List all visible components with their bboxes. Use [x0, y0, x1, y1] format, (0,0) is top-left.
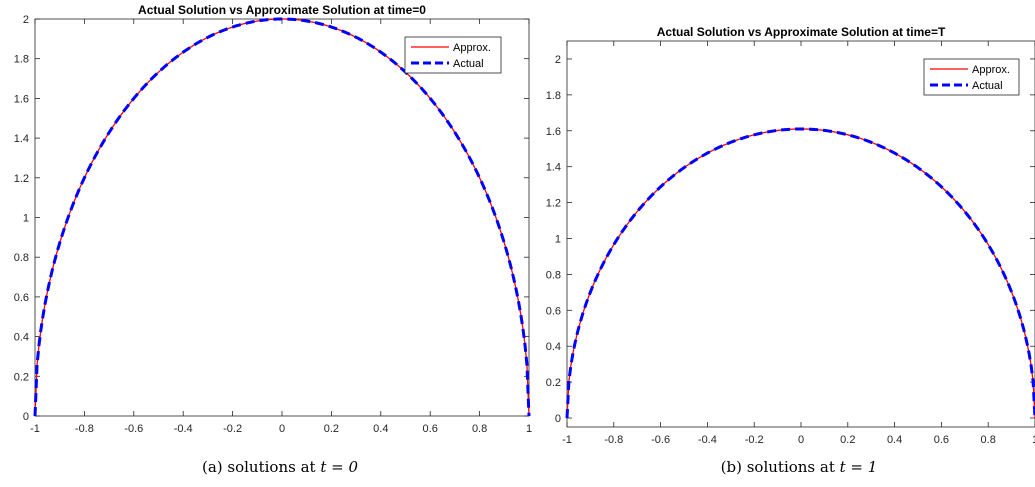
- caption-text: (b) solutions at: [721, 458, 840, 476]
- figure-caption: (b) solutions at t = 1: [721, 458, 878, 476]
- y-tick-label: 1.8: [546, 90, 561, 102]
- x-tick-label: 0.8: [981, 434, 996, 446]
- caption-math: t = 0: [320, 458, 358, 476]
- y-tick-label: 0.8: [546, 269, 561, 281]
- x-tick-label: 0: [798, 434, 804, 446]
- x-tick-label: -0.2: [745, 434, 764, 446]
- axes-box: [34, 18, 530, 417]
- y-tick-label: 0.4: [14, 332, 29, 344]
- y-tick-label: 0.6: [14, 292, 29, 304]
- y-tick-label: 1.2: [14, 173, 29, 185]
- legend-label: Approx.: [972, 64, 1010, 76]
- x-tick-label: 1: [526, 423, 532, 435]
- y-tick-label: 1.4: [14, 133, 29, 145]
- x-tick-label: 0.2: [324, 423, 339, 435]
- y-tick-label: 0: [23, 411, 29, 423]
- chart-panel-b: Actual Solution vs Approximate Solution …: [546, 25, 1035, 476]
- x-tick-label: -0.2: [223, 423, 242, 435]
- legend-label: Actual: [453, 58, 484, 70]
- series-line-actual: [33, 17, 531, 417]
- y-tick-label: 0.2: [546, 377, 561, 389]
- legend-box: [923, 58, 1020, 96]
- y-tick-label: 0.4: [546, 341, 561, 353]
- axes-box: [566, 40, 1035, 428]
- y-tick-label: 0.6: [546, 305, 561, 317]
- legend-label: Approx.: [453, 42, 491, 54]
- legend-label: Actual: [972, 80, 1003, 92]
- caption-text: (a) solutions at: [202, 458, 320, 476]
- y-tick-label: 1.4: [546, 162, 561, 174]
- x-tick-label: 0.8: [472, 423, 487, 435]
- y-tick-label: 0: [555, 413, 561, 425]
- y-tick-label: 2: [23, 14, 29, 26]
- x-tick-label: -0.4: [174, 423, 193, 435]
- y-tick-label: 1.8: [14, 54, 29, 66]
- chart-title: Actual Solution vs Approximate Solution …: [138, 3, 426, 17]
- x-tick-label: -0.6: [651, 434, 670, 446]
- y-tick-label: 1: [555, 233, 561, 245]
- x-tick-label: -0.8: [604, 434, 623, 446]
- x-tick-label: -0.4: [698, 434, 717, 446]
- y-tick-label: 1.2: [546, 198, 561, 210]
- x-tick-label: 0.6: [934, 434, 949, 446]
- x-tick-label: 0: [279, 423, 285, 435]
- chart-panel-a: Actual Solution vs Approximate Solution …: [14, 3, 532, 476]
- x-tick-label: 0.6: [423, 423, 438, 435]
- y-tick-label: 0.8: [14, 252, 29, 264]
- x-tick-label: 0.4: [373, 423, 388, 435]
- caption-math: t = 1: [840, 458, 878, 476]
- x-tick-label: -0.6: [124, 423, 143, 435]
- chart-title: Actual Solution vs Approximate Solution …: [657, 25, 946, 39]
- x-tick-label: -1: [30, 423, 40, 435]
- x-tick-label: 1: [1032, 434, 1035, 446]
- figure-caption: (a) solutions at t = 0: [202, 458, 358, 476]
- legend-box: [404, 36, 502, 74]
- y-tick-label: 1.6: [546, 126, 561, 138]
- y-tick-label: 2: [555, 54, 561, 66]
- series-line-actual: [565, 127, 1035, 419]
- x-tick-label: -1: [562, 434, 572, 446]
- y-tick-label: 0.2: [14, 371, 29, 383]
- y-tick-label: 1: [23, 213, 29, 225]
- x-tick-label: 0.4: [887, 434, 902, 446]
- y-tick-label: 1.6: [14, 93, 29, 105]
- x-tick-label: -0.8: [75, 423, 94, 435]
- x-tick-label: 0.2: [840, 434, 855, 446]
